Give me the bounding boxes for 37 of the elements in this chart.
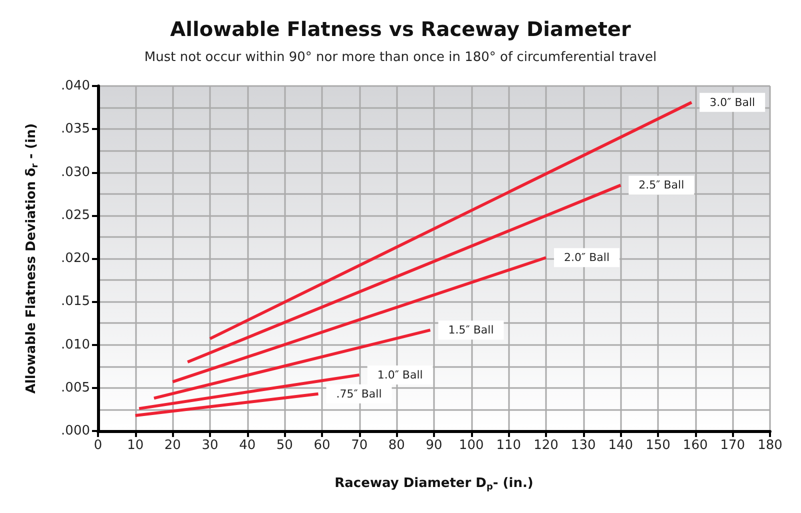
x-tick-label: 120: [534, 438, 558, 453]
x-tick-label: 90: [426, 438, 442, 453]
x-tick-label: 50: [276, 438, 293, 453]
x-tick-label: 130: [570, 438, 596, 453]
chart-title: Allowable Flatness vs Raceway Diameter: [170, 17, 631, 41]
x-tick-label: 180: [758, 438, 782, 453]
series-label: 3.0″ Ball: [710, 96, 756, 109]
series-label: 1.0″ Ball: [377, 368, 423, 382]
x-tick-label: 0: [94, 438, 102, 453]
x-tick-label: 80: [388, 438, 405, 453]
x-tick-label: 30: [202, 438, 218, 453]
x-tick-label: 40: [239, 438, 256, 453]
y-tick-label: .010: [61, 337, 90, 352]
x-tick-label: 70: [351, 438, 368, 453]
chart-subtitle: Must not occur within 90° nor more than once in 180° of circumferential travel: [144, 50, 657, 65]
x-tick-label: 60: [314, 438, 330, 453]
y-tick-label: .020: [61, 251, 90, 266]
y-tick-label: .040: [61, 78, 90, 94]
x-tick-label: 10: [127, 438, 144, 453]
x-tick-label: 140: [608, 438, 634, 453]
x-tick-label: 110: [496, 438, 522, 453]
y-tick-label: .025: [61, 208, 90, 223]
x-tick-label: 150: [646, 438, 670, 453]
x-tick-label: 170: [720, 438, 746, 453]
series-label: 2.0″ Ball: [564, 251, 610, 264]
series-label: 1.5″ Ball: [448, 324, 494, 337]
y-tick-label: .005: [61, 380, 90, 396]
y-tick-label: .030: [61, 164, 90, 180]
y-tick-label: .015: [61, 294, 90, 310]
x-tick-label: 100: [458, 438, 484, 453]
x-tick-label: 20: [164, 438, 181, 453]
y-tick-label: .035: [61, 122, 90, 137]
y-tick-label: .000: [61, 424, 90, 438]
series-label: 2.5″ Ball: [638, 178, 684, 192]
y-axis-title: Allowable Flatness Deviation δr - (in): [24, 123, 40, 394]
x-tick-label: 160: [682, 438, 708, 453]
series-label: .75″ Ball: [336, 387, 382, 400]
